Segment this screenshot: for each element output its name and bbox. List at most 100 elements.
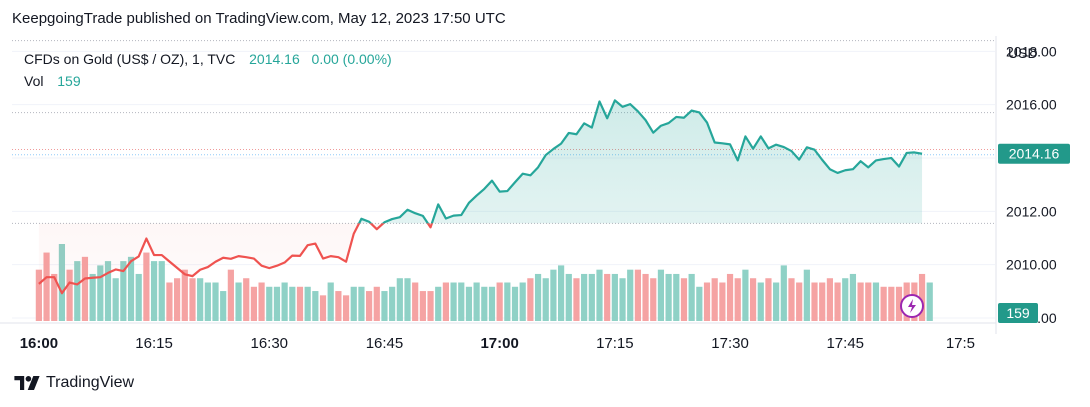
area-fill-below-base [38, 223, 432, 294]
volume-bar [319, 295, 327, 321]
volume-bar [680, 278, 688, 321]
volume-bar [604, 273, 611, 321]
volume-bar [427, 291, 434, 321]
volume-bar [519, 282, 526, 321]
x-tick-label: 16:30 [250, 335, 288, 352]
volume-bar [703, 282, 711, 321]
volume-bar [842, 278, 849, 321]
volume-bar [43, 252, 50, 321]
volume-bar [89, 273, 96, 321]
volume-label: Vol [24, 73, 44, 89]
volume-bar [227, 269, 234, 321]
volume-bar [819, 282, 826, 321]
price-line-below-base [38, 223, 434, 295]
volume-bar [74, 261, 81, 321]
volume-bar [450, 282, 457, 321]
volume-bar [918, 273, 926, 321]
volume-bar [673, 273, 680, 321]
volume-bar [174, 278, 181, 321]
chart-area[interactable]: 2018.002016.002014.002012.002010.002008.… [0, 36, 1090, 366]
volume-bar [51, 273, 58, 321]
volume-bar [381, 291, 388, 321]
lightning-bolt-shape [908, 299, 916, 313]
volume-bar [158, 261, 165, 321]
y-tick-label: 2016.00 [1006, 97, 1057, 113]
volume-badge-label: 159 [1006, 305, 1030, 321]
area-fill-above-base [38, 100, 923, 224]
volume-bar [220, 291, 227, 321]
volume-bar [335, 291, 342, 321]
volume-bar [327, 282, 334, 321]
volume-bars [35, 244, 933, 321]
volume-bar [657, 269, 665, 321]
volume-bar [565, 273, 572, 321]
x-tick-label: 16:15 [135, 335, 173, 352]
volume-bar [66, 269, 73, 321]
x-tick-label: 16:45 [366, 335, 404, 352]
volume-bar [442, 282, 450, 321]
x-tick-label: 17:00 [480, 335, 518, 352]
price-line [38, 99, 923, 295]
volume-bar [342, 295, 350, 321]
last-price-value: 2014.16 [249, 51, 300, 67]
volume-bar [204, 282, 211, 321]
volume-bar [350, 286, 357, 321]
price-change-value: 0.00 (0.00%) [311, 51, 392, 67]
volume-bar [742, 269, 749, 321]
chart-legend: CFDs on Gold (US$ / OZ), 1, TVC 2014.16 … [24, 48, 392, 92]
volume-bar [642, 273, 649, 321]
volume-bar [35, 269, 42, 321]
footer-brand-label: TradingView [46, 374, 135, 391]
last-price-badge [998, 143, 1070, 164]
volume-bar [97, 265, 104, 321]
volume-bar [749, 278, 757, 321]
volume-bar [627, 269, 634, 321]
volume-value: 159 [57, 73, 81, 89]
currency-label[interactable]: USD [1008, 45, 1038, 61]
y-tick-label: 2018.00 [1006, 43, 1057, 59]
volume-bar [189, 278, 196, 321]
volume-bar [212, 282, 219, 321]
volume-bar [880, 286, 887, 321]
volume-bar [665, 273, 672, 321]
volume-bar [826, 278, 833, 321]
volume-bar [534, 273, 542, 321]
volume-bar [650, 278, 657, 321]
volume-bar [281, 282, 288, 321]
volume-bar [304, 286, 311, 321]
volume-bar [104, 261, 112, 321]
volume-bar [396, 278, 403, 321]
volume-bar [711, 278, 718, 321]
volume-bar [243, 278, 250, 321]
volume-bar [588, 273, 595, 321]
volume-bar [135, 273, 142, 321]
volume-bar [412, 282, 419, 321]
volume-bar [895, 286, 903, 321]
volume-bar [465, 286, 473, 321]
x-tick-label: 17:30 [711, 335, 749, 352]
volume-bar [366, 291, 373, 321]
volume-bar [757, 282, 764, 321]
volume-bar [473, 282, 480, 321]
price-chart[interactable]: 2018.002016.002014.002012.002010.002008.… [0, 36, 1090, 366]
volume-bar [358, 286, 365, 321]
volume-bar [811, 282, 818, 321]
volume-bar [296, 286, 304, 321]
volume-bar [872, 282, 880, 321]
volume-bar [573, 278, 580, 321]
volume-bar [581, 273, 588, 321]
volume-bar [127, 256, 135, 321]
volume-bar [888, 286, 895, 321]
y-tick-label: 2012.00 [1006, 203, 1057, 219]
volume-bar [542, 278, 549, 321]
axes: 2018.002016.002014.002012.002010.002008.… [0, 36, 1070, 352]
footer-brand[interactable]: TradingView [14, 374, 134, 392]
volume-bar [726, 273, 734, 321]
price-line-above-base [357, 99, 923, 224]
volume-bar [389, 286, 396, 321]
x-tick-label: 16:00 [20, 335, 58, 352]
legend-price-row: CFDs on Gold (US$ / OZ), 1, TVC 2014.16 … [24, 48, 392, 70]
volume-bar [235, 282, 242, 321]
tradingview-logo-icon [14, 376, 40, 390]
volume-bar [112, 278, 119, 321]
